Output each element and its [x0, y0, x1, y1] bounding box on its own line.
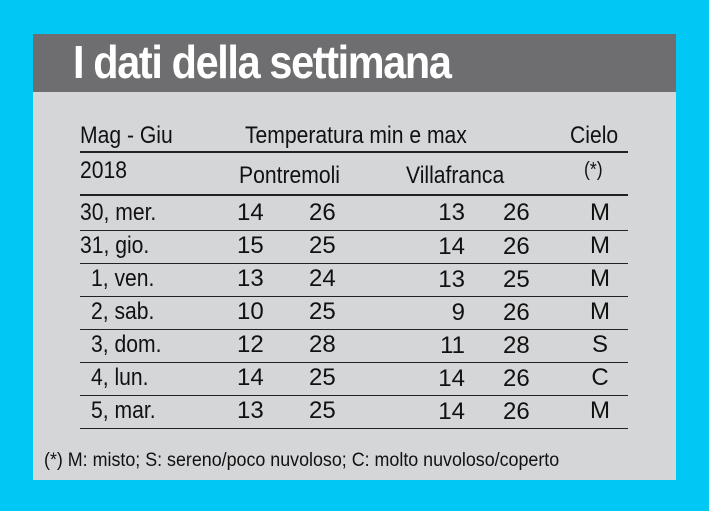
villafranca-min-cell: 9	[451, 299, 465, 326]
sky-cell: S	[591, 331, 608, 358]
villafranca-max-cell: 26	[503, 365, 530, 392]
pontremoli-min-cell: 12	[237, 331, 264, 358]
day-cell: 5, mar.	[91, 397, 156, 424]
villafranca-min-cell: 13	[438, 199, 465, 226]
villafranca-min-cell: 14	[438, 398, 465, 425]
year-label: 2018	[80, 157, 127, 184]
sky-cell: M	[590, 298, 610, 325]
page-title: I dati della settimana	[73, 36, 452, 88]
sky-cell: M	[590, 265, 610, 292]
villafranca-max-cell: 26	[503, 299, 530, 326]
sky-cell: M	[590, 199, 610, 226]
title-bar: I dati della settimana	[33, 34, 676, 92]
day-cell: 31, gio.	[80, 232, 150, 259]
row-divider	[80, 329, 628, 330]
pontremoli-max-cell: 25	[309, 364, 336, 391]
footnote: (*) M: misto; S: sereno/poco nuvoloso; C…	[44, 450, 560, 471]
location-villafranca: Villafranca	[406, 162, 505, 189]
header-divider	[80, 151, 628, 153]
sky-label: Cielo	[570, 122, 619, 149]
sky-cell: M	[590, 397, 610, 424]
pontremoli-max-cell: 28	[309, 331, 336, 358]
pontremoli-max-cell: 25	[309, 397, 336, 424]
day-cell: 2, sab.	[91, 298, 155, 325]
pontremoli-max-cell: 25	[309, 298, 336, 325]
row-divider	[80, 395, 628, 396]
weather-card: I dati della settimana Mag - Giu Tempera…	[33, 34, 676, 480]
pontremoli-max-cell: 25	[309, 232, 336, 259]
villafranca-min-cell: 14	[438, 365, 465, 392]
villafranca-max-cell: 25	[503, 266, 530, 293]
period-label: Mag - Giu	[80, 122, 173, 149]
villafranca-max-cell: 28	[503, 332, 530, 359]
villafranca-max-cell: 26	[503, 398, 530, 425]
pontremoli-min-cell: 10	[237, 298, 264, 325]
pontremoli-min-cell: 15	[237, 232, 264, 259]
sky-cell: M	[590, 232, 610, 259]
villafranca-min-cell: 11	[440, 332, 465, 359]
pontremoli-min-cell: 14	[237, 199, 264, 226]
pontremoli-min-cell: 13	[237, 265, 264, 292]
header-divider	[80, 194, 628, 196]
row-divider	[80, 230, 628, 231]
row-divider	[80, 362, 628, 363]
row-divider	[80, 296, 628, 297]
day-cell: 1, ven.	[91, 265, 155, 292]
pontremoli-min-cell: 14	[237, 364, 264, 391]
villafranca-max-cell: 26	[503, 233, 530, 260]
day-cell: 4, lun.	[91, 364, 149, 391]
pontremoli-max-cell: 24	[309, 265, 336, 292]
sky-cell: C	[591, 364, 609, 391]
row-divider	[80, 263, 628, 264]
villafranca-max-cell: 26	[503, 199, 530, 226]
day-cell: 3, dom.	[91, 331, 162, 358]
villafranca-min-cell: 13	[438, 266, 465, 293]
temperature-label: Temperatura min e max	[245, 122, 467, 149]
pontremoli-min-cell: 13	[237, 397, 264, 424]
pontremoli-max-cell: 26	[309, 199, 336, 226]
location-pontremoli: Pontremoli	[239, 162, 340, 189]
villafranca-min-cell: 14	[438, 233, 465, 260]
row-divider	[80, 428, 628, 429]
sky-note: (*)	[584, 159, 603, 181]
day-cell: 30, mer.	[80, 199, 157, 226]
